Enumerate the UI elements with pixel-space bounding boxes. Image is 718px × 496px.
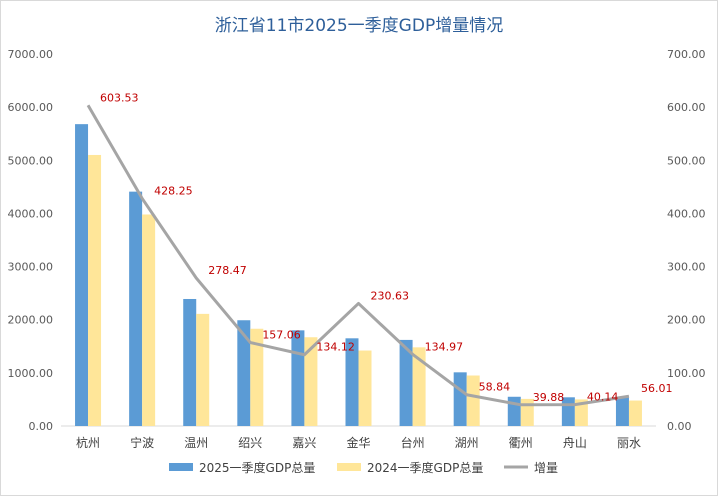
category-label: 衢州 <box>509 436 533 450</box>
left-axis-ticks: 0.00 1000.00 2000.00 3000.00 4000.00 5000.00 6… <box>8 48 54 433</box>
left-tick-label: 3000.00 <box>8 261 54 274</box>
data-label: 428.25 <box>154 184 193 197</box>
category-label: 绍兴 <box>238 436 262 450</box>
category-label: 丽水 <box>617 436 641 450</box>
left-tick-label: 7000.00 <box>8 48 54 61</box>
data-label: 134.97 <box>425 340 464 353</box>
category-label: 湖州 <box>455 435 479 450</box>
bar-2024 <box>466 375 480 426</box>
category-label: 杭州 <box>76 435 100 450</box>
right-tick-label: 600.00 <box>667 101 706 114</box>
right-tick-label: 500.00 <box>667 154 706 167</box>
bar-2024 <box>304 337 318 426</box>
data-labels-group: 603.53 428.25 278.47 157.06 134.12 230.63 134.… <box>100 91 672 404</box>
increment-line <box>86 104 630 407</box>
bar-2025 <box>453 372 467 426</box>
bar-2025 <box>75 124 89 427</box>
legend-swatch-2025 <box>169 463 193 471</box>
category-label: 金华 <box>346 435 370 450</box>
right-axis-ticks: 0.00 100.00 200.00 300.00 400.00 500.00 600.00… <box>667 48 706 433</box>
right-tick-label: 100.00 <box>667 367 706 380</box>
data-label: 134.12 <box>316 341 355 354</box>
bar-2024 <box>628 400 642 426</box>
category-label: 嘉兴 <box>292 436 316 450</box>
bar-2024 <box>250 328 264 426</box>
data-label: 157.06 <box>262 329 301 342</box>
bar-2025 <box>237 320 251 426</box>
data-label: 278.47 <box>208 264 247 277</box>
category-label: 舟山 <box>563 436 587 450</box>
category-label: 温州 <box>184 436 208 450</box>
data-label: 40.14 <box>587 391 619 404</box>
legend-label-2024: 2024一季度GDP总量 <box>367 460 483 475</box>
data-label: 39.88 <box>533 391 565 404</box>
legend: 2025一季度GDP总量 2024一季度GDP总量 增量 <box>169 460 558 475</box>
bar-2025 <box>291 330 305 426</box>
data-label: 56.01 <box>641 382 673 395</box>
left-tick-label: 6000.00 <box>8 101 54 114</box>
legend-swatch-2024 <box>337 463 361 471</box>
chart-title: 浙江省11市2025一季度GDP增量情况 <box>215 16 503 36</box>
bar-2024 <box>142 214 156 426</box>
bars-group <box>75 124 642 427</box>
bar-2025 <box>183 298 197 426</box>
category-labels-group: 杭州 宁波 温州 绍兴 嘉兴 金华 台州 湖州 衢州 舟山 丽水 <box>76 435 641 450</box>
left-tick-label: 4000.00 <box>8 207 54 220</box>
legend-label-2025: 2025一季度GDP总量 <box>199 460 315 475</box>
bar-2025 <box>615 397 629 426</box>
right-tick-label: 0.00 <box>667 420 692 433</box>
bar-2025 <box>345 338 359 426</box>
category-label: 宁波 <box>130 435 154 450</box>
bar-2024 <box>574 399 588 426</box>
right-tick-label: 400.00 <box>667 207 706 220</box>
bar-2024 <box>358 350 372 426</box>
bar-2024 <box>412 347 426 426</box>
bar-2025 <box>399 339 413 426</box>
data-label: 230.63 <box>371 289 410 302</box>
category-label: 台州 <box>401 435 425 450</box>
left-tick-label: 2000.00 <box>8 314 54 327</box>
right-tick-label: 200.00 <box>667 314 706 327</box>
bar-2024 <box>88 154 102 426</box>
left-tick-label: 0.00 <box>29 420 54 433</box>
legend-label-increment: 增量 <box>534 461 558 475</box>
line-series-group <box>86 104 630 407</box>
bar-2025 <box>507 396 521 426</box>
data-label: 58.84 <box>479 381 511 394</box>
right-tick-label: 300.00 <box>667 261 706 274</box>
data-label: 603.53 <box>100 91 139 104</box>
right-tick-label: 700.00 <box>667 48 706 61</box>
left-tick-label: 5000.00 <box>8 154 54 167</box>
bar-2025 <box>129 191 143 426</box>
bar-2024 <box>196 313 210 426</box>
left-tick-label: 1000.00 <box>8 367 54 380</box>
